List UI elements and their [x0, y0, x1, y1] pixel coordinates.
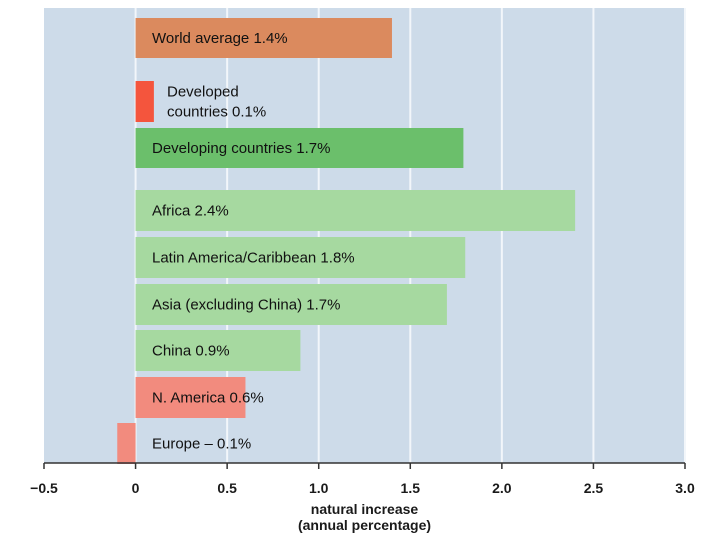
bar-label-7-line-0: N. America 0.6% — [152, 390, 264, 407]
bar-7 — [135, 377, 246, 418]
bar-label-1-line-1: countries 0.1% — [167, 104, 266, 121]
x-tick-label-0: −0.5 — [30, 480, 58, 496]
x-tick-label-3: 1.0 — [309, 480, 329, 496]
bar-8 — [117, 423, 136, 464]
bar-label-1-line-0: Developed — [167, 84, 239, 101]
bar-6 — [135, 330, 301, 371]
bar-label-3: Africa 2.4% — [152, 203, 229, 220]
bar-label-6-line-0: China 0.9% — [152, 343, 230, 360]
x-tick-label-7: 3.0 — [675, 480, 695, 496]
bar-label-8-line-0: Europe – 0.1% — [152, 436, 251, 453]
bar-label-8: Europe – 0.1% — [152, 436, 251, 453]
bar-5 — [135, 284, 447, 325]
bar-label-1: Developed countries 0.1% — [167, 84, 266, 121]
bar-label-0-line-0: World average 1.4% — [152, 30, 288, 47]
bar-label-4: Latin America/Caribbean 1.8% — [152, 250, 355, 267]
bar-label-2: Developing countries 1.7% — [152, 140, 330, 157]
bar-label-5: Asia (excluding China) 1.7% — [152, 297, 340, 314]
bar-label-3-line-0: Africa 2.4% — [152, 203, 229, 220]
bar-label-5-line-0: Asia (excluding China) 1.7% — [152, 297, 340, 314]
x-tick-label-1: 0 — [132, 480, 140, 496]
x-axis-title-line-1: (annual percentage) — [298, 517, 431, 533]
bar-label-0: World average 1.4% — [152, 30, 288, 47]
x-tick-label-5: 2.0 — [492, 480, 512, 496]
bar-4 — [135, 237, 466, 278]
bar-0 — [135, 18, 392, 58]
x-tick-label-2: 0.5 — [217, 480, 237, 496]
bar-2 — [135, 128, 464, 168]
bar-1 — [135, 81, 154, 122]
x-tick-label-4: 1.5 — [401, 480, 421, 496]
bar-3 — [135, 190, 576, 231]
bar-label-6: China 0.9% — [152, 343, 230, 360]
bar-label-2-line-0: Developing countries 1.7% — [152, 140, 330, 157]
x-axis-title-line-0: natural increase — [311, 501, 419, 517]
bar-label-4-line-0: Latin America/Caribbean 1.8% — [152, 250, 355, 267]
x-tick-label-6: 2.5 — [584, 480, 604, 496]
bar-label-7: N. America 0.6% — [152, 390, 264, 407]
